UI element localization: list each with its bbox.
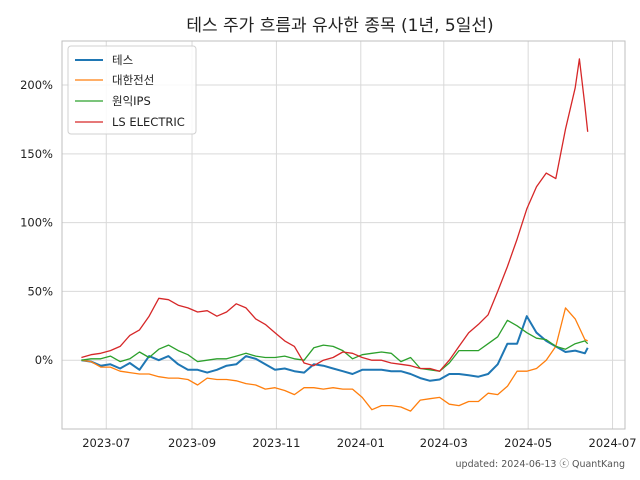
x-tick-label: 2024-01 bbox=[337, 436, 385, 450]
x-tick-label: 2024-05 bbox=[504, 436, 552, 450]
x-tick-label: 2024-07 bbox=[589, 436, 637, 450]
series-lines bbox=[81, 58, 589, 412]
plot-frame bbox=[61, 40, 626, 430]
y-axis-ticks: 0% 50% 100% 150% 200% bbox=[20, 78, 53, 367]
y-tick-label: 100% bbox=[20, 216, 53, 230]
legend-label-series-4: LS ELECTRIC bbox=[112, 115, 185, 129]
legend-label-series-2: 대한전선 bbox=[112, 73, 154, 87]
footer-updated: updated: 2024-06-13 ⓒ QuantKang bbox=[456, 459, 625, 470]
y-tick-label: 200% bbox=[20, 78, 53, 92]
legend-label-series-3: 원익IPS bbox=[112, 94, 151, 108]
series-line-2 bbox=[81, 307, 588, 412]
x-tick-label: 2024-03 bbox=[420, 436, 468, 450]
x-tick-label: 2023-07 bbox=[82, 436, 130, 450]
chart-title: 테스 주가 흐름과 유사한 종목 (1년, 5일선) bbox=[186, 16, 493, 36]
y-tick-label: 150% bbox=[20, 147, 53, 161]
grid bbox=[62, 41, 625, 429]
legend-box bbox=[67, 45, 197, 135]
y-tick-label: 0% bbox=[35, 353, 53, 367]
series-line-1 bbox=[81, 315, 589, 382]
series-line-3 bbox=[81, 319, 589, 372]
legend: 테스 대한전선 원익IPS LS ELECTRIC bbox=[67, 45, 197, 135]
x-tick-label: 2023-11 bbox=[252, 436, 300, 450]
x-tick-label: 2023-09 bbox=[168, 436, 216, 450]
x-axis-ticks: 2023-07 2023-09 2023-11 2024-01 2024-03 2024-… bbox=[82, 436, 636, 450]
legend-label-series-1: 테스 bbox=[112, 53, 133, 67]
series-line-4 bbox=[81, 58, 589, 372]
y-tick-label: 50% bbox=[27, 284, 53, 298]
